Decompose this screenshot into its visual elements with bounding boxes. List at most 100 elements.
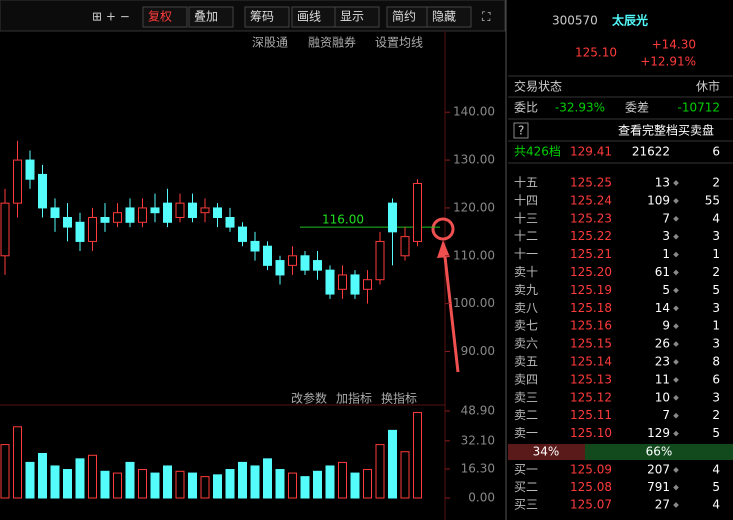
book-count: 3: [712, 390, 720, 404]
book-label: 卖七: [514, 319, 538, 333]
book-count: 4: [712, 498, 720, 512]
book-price: 125.19: [570, 283, 612, 297]
candle-body: [163, 202, 172, 223]
book-volume: 109: [647, 193, 670, 207]
book-dot: [673, 502, 679, 508]
candle-body: [225, 217, 235, 228]
candle-body: [375, 240, 385, 281]
volume-bar: [163, 465, 172, 499]
candle-body: [363, 279, 372, 290]
indicator-link[interactable]: 改参数: [291, 391, 327, 406]
book-price: 125.24: [570, 193, 612, 207]
toolbar-label[interactable]: 隐藏: [432, 10, 456, 24]
candle-body: [88, 217, 97, 242]
toolbar-label[interactable]: 筹码: [250, 10, 274, 24]
volume-bar: [263, 458, 272, 499]
change: +14.30: [652, 38, 696, 52]
candle-body: [213, 207, 222, 219]
book-count: 8: [712, 355, 720, 369]
split-label: 34%: [533, 445, 560, 459]
book-price: 125.21: [570, 247, 612, 261]
book-label: 卖一: [514, 426, 538, 440]
chart-link[interactable]: 深股通: [252, 36, 288, 50]
book-dot: [673, 394, 679, 401]
vol-tick-label: 16.30: [461, 461, 495, 475]
code: 300570: [552, 14, 598, 28]
volume-bar: [113, 472, 122, 499]
book-volume: 9: [662, 319, 670, 333]
chart-link[interactable]: 融资融券: [308, 35, 356, 50]
y-tick-label: 140.00: [453, 105, 495, 119]
book-price: 125.14: [570, 355, 612, 369]
volume-bar: [400, 451, 410, 499]
book-volume: 27: [655, 498, 670, 512]
book-price: 125.20: [570, 265, 612, 279]
book-label: 卖五: [514, 355, 538, 369]
levels-price: 129.41: [570, 145, 612, 159]
book-price: 125.12: [570, 390, 612, 404]
candle-body: [100, 217, 110, 223]
toolbar-label[interactable]: 简约: [392, 9, 416, 24]
toolbar-button[interactable]: [244, 6, 290, 28]
book-volume: 5: [662, 283, 670, 297]
book-label: 十四: [514, 193, 538, 207]
book-dot: [673, 215, 679, 222]
toolbar-label[interactable]: 复权: [148, 10, 172, 24]
book-price: 125.18: [570, 301, 612, 315]
volume-bar: [138, 469, 147, 499]
diff: -10712: [677, 101, 720, 115]
book-dot: [673, 198, 679, 204]
book-dot: [673, 341, 679, 347]
toolbar-label[interactable]: 叠加: [194, 10, 218, 24]
candle-body: [238, 226, 247, 242]
icon[interactable]: ⊞ + −: [92, 10, 130, 24]
levels-count: 6: [712, 145, 720, 159]
volume-bar: [250, 465, 260, 499]
volume-bar: [175, 470, 185, 499]
book-price: 125.11: [570, 408, 612, 422]
book-label: 十五: [514, 176, 538, 190]
book-count: 3: [712, 301, 720, 315]
book-price: 125.09: [570, 463, 612, 477]
toolbar-button[interactable]: [426, 6, 472, 28]
book-label: 十三: [514, 211, 538, 225]
candle-body: [313, 260, 322, 271]
book-label: 卖八: [514, 301, 538, 315]
indicator-link[interactable]: 换指标: [381, 391, 417, 406]
toolbar-button[interactable]: [188, 6, 234, 28]
vol-tick-label: 32.10: [461, 433, 495, 447]
fullscreen[interactable]: ⛶: [481, 10, 491, 24]
chart-link[interactable]: 设置均线: [375, 36, 423, 50]
candle-body: [388, 202, 397, 233]
help-box[interactable]: [513, 122, 529, 139]
book-volume: 10: [655, 390, 670, 404]
arrow-head: [437, 240, 450, 258]
book-price: 125.25: [570, 176, 612, 190]
volume-bar: [213, 474, 222, 499]
book-price: 125.07: [570, 498, 612, 512]
candle-body: [50, 207, 60, 219]
toolbar-label[interactable]: 画线: [297, 10, 321, 24]
book-label: 卖三: [514, 390, 538, 404]
book-dot: [673, 430, 679, 437]
toolbar-label[interactable]: 显示: [340, 10, 364, 24]
candle-body: [300, 255, 310, 271]
volume-bar: [238, 461, 247, 499]
levels-vol: 21622: [632, 145, 670, 159]
volume-bar: [350, 472, 360, 499]
volume-bar: [75, 458, 85, 499]
y-tick-label: 110.00: [453, 248, 495, 262]
candle-body: [288, 255, 297, 266]
volume-bar: [300, 476, 310, 499]
book-count: 1: [712, 319, 720, 333]
volume-bar: [338, 461, 347, 499]
candle-body: [188, 202, 197, 218]
indicator-link[interactable]: 加指标: [336, 391, 372, 406]
candle-body: [200, 207, 210, 214]
toolbar-button[interactable]: [142, 6, 188, 28]
toolbar-button[interactable]: [334, 6, 380, 28]
y-tick-label: 120.00: [453, 200, 495, 214]
